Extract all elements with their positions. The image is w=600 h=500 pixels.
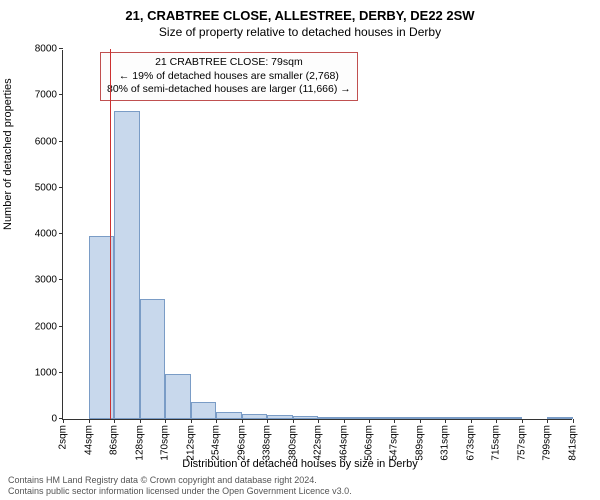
x-tick-mark: [165, 419, 166, 423]
y-tick-mark: [59, 94, 63, 95]
y-tick-mark: [59, 279, 63, 280]
footer-line-2: Contains public sector information licen…: [8, 486, 352, 497]
histogram-bar: [547, 417, 573, 419]
y-tick-label: 3000: [35, 275, 63, 286]
y-tick-label: 6000: [35, 136, 63, 147]
x-tick-mark: [344, 419, 345, 423]
y-tick-mark: [59, 187, 63, 188]
x-tick-label: 128sqm: [134, 425, 145, 461]
x-tick-label: 254sqm: [211, 425, 222, 461]
x-tick-mark: [114, 419, 115, 423]
x-tick-label: 715sqm: [491, 425, 502, 461]
x-tick-mark: [496, 419, 497, 423]
sub-title: Size of property relative to detached ho…: [0, 23, 600, 39]
y-tick-label: 1000: [35, 367, 63, 378]
x-tick-label: 86sqm: [109, 425, 120, 455]
x-tick-mark: [191, 419, 192, 423]
x-tick-mark: [471, 419, 472, 423]
y-tick-mark: [59, 48, 63, 49]
footer-attribution: Contains HM Land Registry data © Crown c…: [8, 475, 352, 497]
histogram-bar: [318, 417, 344, 419]
x-tick-label: 296sqm: [236, 425, 247, 461]
x-tick-mark: [369, 419, 370, 423]
x-tick-mark: [140, 419, 141, 423]
y-tick-label: 4000: [35, 229, 63, 240]
x-tick-label: 673sqm: [465, 425, 476, 461]
x-tick-label: 506sqm: [364, 425, 375, 461]
histogram-plot-area: 0100020003000400050006000700080002sqm44s…: [62, 50, 572, 420]
x-axis-label: Distribution of detached houses by size …: [0, 458, 600, 470]
x-tick-label: 380sqm: [287, 425, 298, 461]
x-tick-mark: [394, 419, 395, 423]
y-tick-mark: [59, 233, 63, 234]
histogram-bar: [420, 417, 446, 419]
x-tick-label: 547sqm: [389, 425, 400, 461]
x-tick-mark: [242, 419, 243, 423]
x-tick-label: 631sqm: [440, 425, 451, 461]
reference-line: [110, 49, 111, 419]
y-tick-mark: [59, 141, 63, 142]
x-tick-label: 212sqm: [185, 425, 196, 461]
x-tick-label: 44sqm: [83, 425, 94, 455]
main-title: 21, CRABTREE CLOSE, ALLESTREE, DERBY, DE…: [0, 0, 600, 23]
x-tick-label: 757sqm: [516, 425, 527, 461]
x-tick-label: 170sqm: [160, 425, 171, 461]
histogram-bar: [344, 417, 370, 419]
histogram-bar: [242, 414, 268, 419]
x-tick-mark: [267, 419, 268, 423]
x-tick-mark: [547, 419, 548, 423]
x-tick-label: 464sqm: [338, 425, 349, 461]
histogram-bar: [165, 374, 191, 419]
x-tick-label: 589sqm: [414, 425, 425, 461]
x-tick-mark: [293, 419, 294, 423]
histogram-bar: [216, 412, 242, 419]
histogram-bar: [369, 417, 395, 419]
x-tick-label: 841sqm: [568, 425, 579, 461]
histogram-bar: [471, 417, 497, 419]
x-tick-mark: [216, 419, 217, 423]
y-tick-label: 5000: [35, 182, 63, 193]
x-tick-mark: [420, 419, 421, 423]
y-tick-label: 2000: [35, 321, 63, 332]
histogram-bar: [394, 417, 420, 419]
y-tick-mark: [59, 372, 63, 373]
x-tick-mark: [573, 419, 574, 423]
histogram-bar: [267, 415, 293, 419]
x-tick-mark: [63, 419, 64, 423]
histogram-bar: [191, 402, 217, 419]
x-tick-label: 422sqm: [313, 425, 324, 461]
y-axis-label: Number of detached properties: [2, 78, 14, 230]
histogram-bar: [293, 416, 319, 419]
y-tick-mark: [59, 326, 63, 327]
histogram-bar: [445, 417, 471, 419]
histogram-bar: [140, 299, 166, 419]
y-tick-label: 8000: [35, 44, 63, 55]
y-tick-label: 7000: [35, 90, 63, 101]
histogram-bar: [496, 417, 522, 419]
footer-line-1: Contains HM Land Registry data © Crown c…: [8, 475, 352, 486]
y-tick-label: 0: [51, 414, 63, 425]
x-tick-label: 338sqm: [262, 425, 273, 461]
x-tick-mark: [318, 419, 319, 423]
x-tick-label: 2sqm: [58, 425, 69, 449]
x-tick-mark: [445, 419, 446, 423]
x-tick-label: 799sqm: [542, 425, 553, 461]
histogram-bar: [114, 111, 140, 419]
x-tick-mark: [89, 419, 90, 423]
x-tick-mark: [522, 419, 523, 423]
